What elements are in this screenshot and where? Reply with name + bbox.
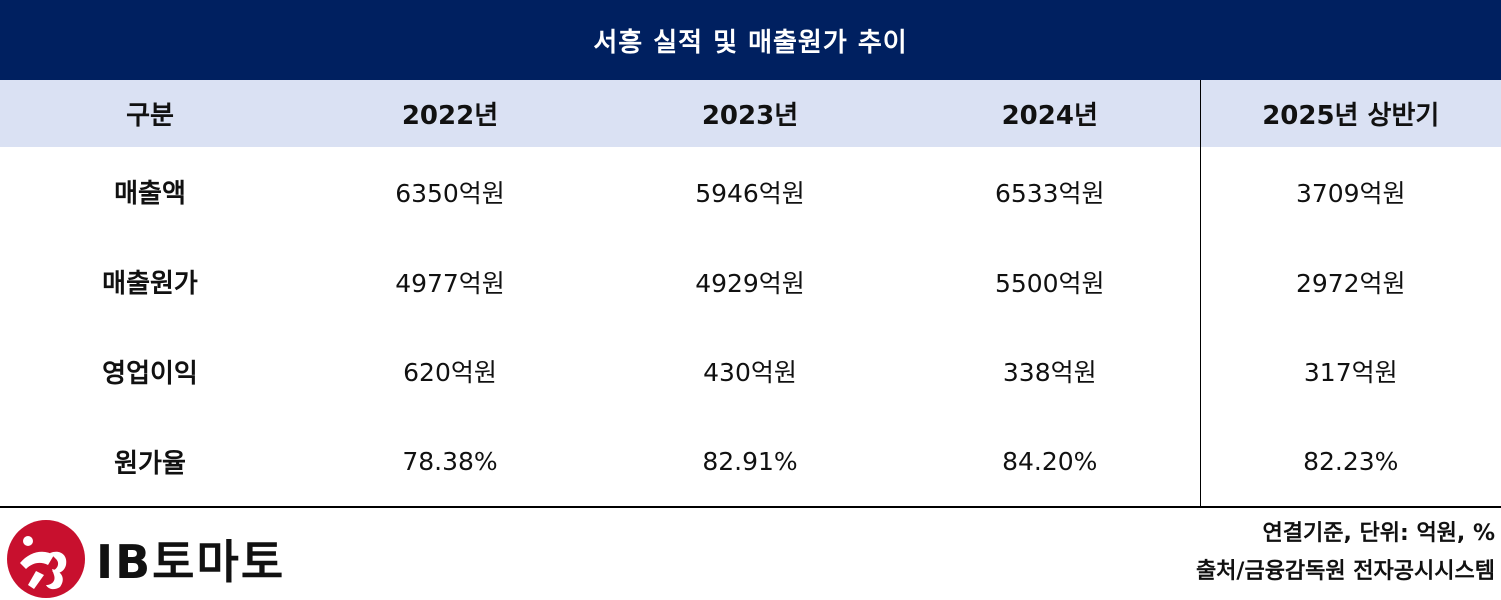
- logo-wordmark: IB토마토: [96, 535, 286, 589]
- table-title: 서흥 실적 및 매출원가 추이: [0, 0, 1501, 80]
- row-label: 매출원가: [102, 269, 198, 300]
- table-cell: 5946억원: [695, 178, 805, 208]
- row-label: 원가율: [0, 416, 300, 508]
- row-label: 매출액: [114, 179, 186, 210]
- table-cell: 6533억원: [994, 178, 1105, 208]
- table-cell: 430억원: [703, 358, 797, 388]
- table-row: 원가율 78.38% 82.91% 84.20% 82.23%: [0, 416, 1501, 508]
- header-2024: 2024년: [900, 80, 1200, 147]
- header-category: 구분: [0, 80, 300, 147]
- header-2022: 2022년: [300, 80, 600, 147]
- table-cell: 82.91%: [600, 416, 900, 508]
- table-cell: 5500억원: [994, 268, 1105, 298]
- table-cell: 84.20%: [900, 416, 1200, 508]
- table-cell: 78.38%: [300, 416, 600, 508]
- header-2023: 2023년: [600, 80, 900, 147]
- table-cell: 317억원: [1199, 326, 1501, 417]
- table-row: 매출액 6350억원 5946억원 6533억원 3709억원: [0, 147, 1501, 237]
- table-cell: 2972억원: [1199, 236, 1501, 327]
- header-2025h1: 2025년 상반기: [1199, 80, 1501, 147]
- performance-table: 구분 2022년 2023년 2024년 2025년 상반기 매출액 6350억…: [0, 80, 1501, 508]
- tomato-runner-icon: [7, 520, 85, 598]
- table-cell: 620억원: [403, 358, 497, 388]
- table-row: 매출원가 4977억원 4929억원 5500억원 2972억원: [0, 236, 1501, 327]
- table-cell: 338억원: [1002, 358, 1097, 388]
- header-row: 구분 2022년 2023년 2024년 2025년 상반기: [0, 80, 1501, 147]
- table-cell: 4977억원: [395, 268, 505, 298]
- table-cell: 4929억원: [695, 268, 805, 298]
- table-notes: 연결기준, 단위: 억원, % 출처/금융감독원 전자공시시스템: [1196, 515, 1495, 591]
- table-cell: 82.23%: [1199, 416, 1501, 508]
- note-basis: 연결기준, 단위: 억원, %: [1262, 521, 1495, 546]
- note-source: 출처/금융감독원 전자공시시스템: [1195, 559, 1495, 584]
- table-row: 영업이익 620억원 430억원 338억원 317억원: [0, 326, 1501, 417]
- ib-tomato-logo: IB토마토: [6, 519, 285, 599]
- table-cell: 6350억원: [395, 178, 505, 208]
- footer: IB토마토 연결기준, 단위: 억원, % 출처/금융감독원 전자공시시스템: [0, 507, 1501, 600]
- table-cell: 3709억원: [1199, 147, 1501, 237]
- row-label: 영업이익: [102, 358, 198, 389]
